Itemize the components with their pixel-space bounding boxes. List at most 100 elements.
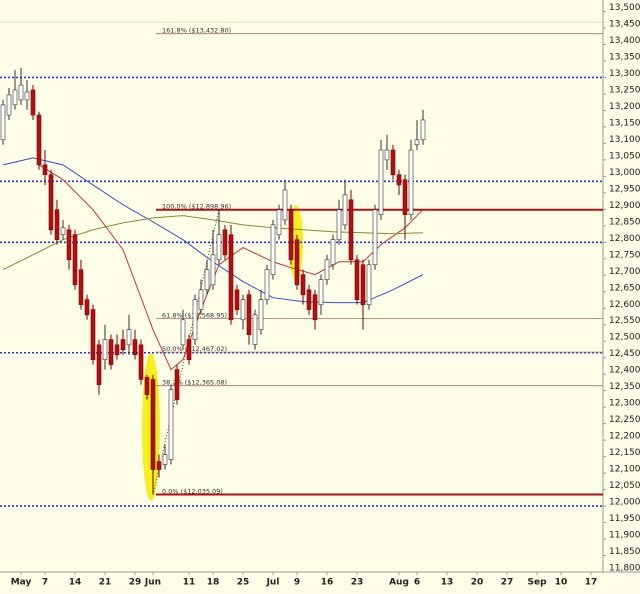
candle-body xyxy=(336,209,342,240)
candle-body xyxy=(330,239,336,266)
x-tick-label: 21 xyxy=(99,578,112,588)
x-tick-label: 6 xyxy=(414,578,420,588)
x-tick-label: 23 xyxy=(351,578,364,588)
x-tick-label: Aug xyxy=(389,578,409,588)
candle-body xyxy=(414,139,420,146)
y-tick-label: 13,050 xyxy=(609,151,640,161)
candle-body xyxy=(294,239,300,286)
x-tick-label: 13 xyxy=(441,578,454,588)
candle-body xyxy=(204,269,210,291)
fib-label: 0.0% ($12,035.09) xyxy=(162,487,223,495)
y-tick-label: 12,550 xyxy=(609,316,640,326)
candle-body xyxy=(108,339,114,365)
candle-body xyxy=(396,174,402,186)
y-tick-label: 13,200 xyxy=(609,102,640,112)
candle-body xyxy=(66,229,72,261)
y-tick-label: 13,100 xyxy=(609,135,640,145)
x-tick-label: 20 xyxy=(471,578,484,588)
y-tick-label: 11,900 xyxy=(609,531,640,541)
candle-body xyxy=(168,389,174,460)
candle-body xyxy=(0,104,6,141)
candle-body xyxy=(138,344,144,380)
candle-body xyxy=(318,279,324,305)
y-tick-label: 12,950 xyxy=(609,184,640,194)
x-tick-label: 16 xyxy=(321,578,334,588)
candle-body xyxy=(312,294,318,321)
candle-body xyxy=(60,227,66,236)
candle-body xyxy=(174,369,180,400)
x-tick-label: 18 xyxy=(207,578,220,588)
y-tick-label: 13,500 xyxy=(609,3,640,13)
candle-body xyxy=(42,164,48,176)
candle-body xyxy=(390,149,396,176)
candle-body xyxy=(378,149,384,215)
candle-body xyxy=(144,377,150,395)
y-tick-label: 12,200 xyxy=(609,432,640,442)
y-tick-label: 12,500 xyxy=(609,333,640,343)
x-tick-label: Sep xyxy=(527,578,547,588)
trendline xyxy=(152,209,220,495)
candle-body xyxy=(408,149,414,215)
x-tick-label: 25 xyxy=(237,578,250,588)
candle-body xyxy=(198,289,204,310)
y-tick-label: 13,000 xyxy=(609,168,640,178)
candle-body xyxy=(372,209,378,266)
y-tick-label: 12,600 xyxy=(609,300,640,310)
y-tick-label: 12,900 xyxy=(609,201,640,211)
candle-body xyxy=(150,379,156,470)
x-tick-label: 29 xyxy=(129,578,142,588)
candle-body xyxy=(222,229,228,256)
candle-body xyxy=(366,264,372,305)
y-tick-label: 12,400 xyxy=(609,366,640,376)
candle-body xyxy=(240,299,246,321)
y-tick-label: 13,300 xyxy=(609,69,640,79)
candle-body xyxy=(96,344,102,386)
candle-body xyxy=(102,339,108,360)
candle-body xyxy=(30,89,36,116)
x-tick-label: 9 xyxy=(294,578,300,588)
fib-label: 161.8% ($13,432.80) xyxy=(162,27,231,35)
candle-body xyxy=(156,461,162,470)
x-tick-label: 7 xyxy=(42,578,48,588)
y-tick-label: 12,100 xyxy=(609,465,640,475)
candle-body xyxy=(258,299,264,330)
x-tick-label: 10 xyxy=(555,578,568,588)
candle-body xyxy=(18,84,24,101)
candle-body xyxy=(288,209,294,261)
candle-body xyxy=(234,289,240,310)
y-tick-label: 11,800 xyxy=(609,564,640,574)
candle-body xyxy=(126,329,132,346)
candle-body xyxy=(264,269,270,300)
y-tick-label: 12,050 xyxy=(609,481,640,491)
y-tick-label: 12,250 xyxy=(609,415,640,425)
y-tick-label: 13,250 xyxy=(609,85,640,95)
y-tick-label: 13,350 xyxy=(609,52,640,62)
x-tick-label: 11 xyxy=(183,578,196,588)
candle-body xyxy=(252,314,258,345)
y-tick-label: 13,450 xyxy=(609,20,640,30)
candle-body xyxy=(132,339,138,356)
y-tick-label: 12,650 xyxy=(609,283,640,293)
x-tick-label: Jul xyxy=(266,578,280,588)
candle-body xyxy=(306,289,312,310)
candle-body xyxy=(228,234,234,321)
candle-body xyxy=(78,269,84,305)
y-tick-label: 11,850 xyxy=(609,547,640,557)
x-tick-label: 17 xyxy=(585,578,598,588)
candle-body xyxy=(114,344,120,356)
fib-label: 50.0% ($12,467.02) xyxy=(162,345,227,353)
candle-body xyxy=(354,259,360,300)
candle-body xyxy=(24,91,30,101)
candle-body xyxy=(120,339,126,351)
candle-body xyxy=(72,234,78,286)
fib-label: 38.2% ($12,365.08) xyxy=(162,379,227,387)
candle-body xyxy=(162,454,168,465)
candle-body xyxy=(12,89,18,106)
fib-label: 100.0% ($12,898.96) xyxy=(162,203,231,211)
candle-body xyxy=(90,309,96,360)
candle-body xyxy=(384,149,390,161)
x-tick-label: 14 xyxy=(69,578,82,588)
y-tick-label: 12,000 xyxy=(609,498,640,508)
y-tick-label: 12,850 xyxy=(609,217,640,227)
y-tick-label: 12,350 xyxy=(609,382,640,392)
